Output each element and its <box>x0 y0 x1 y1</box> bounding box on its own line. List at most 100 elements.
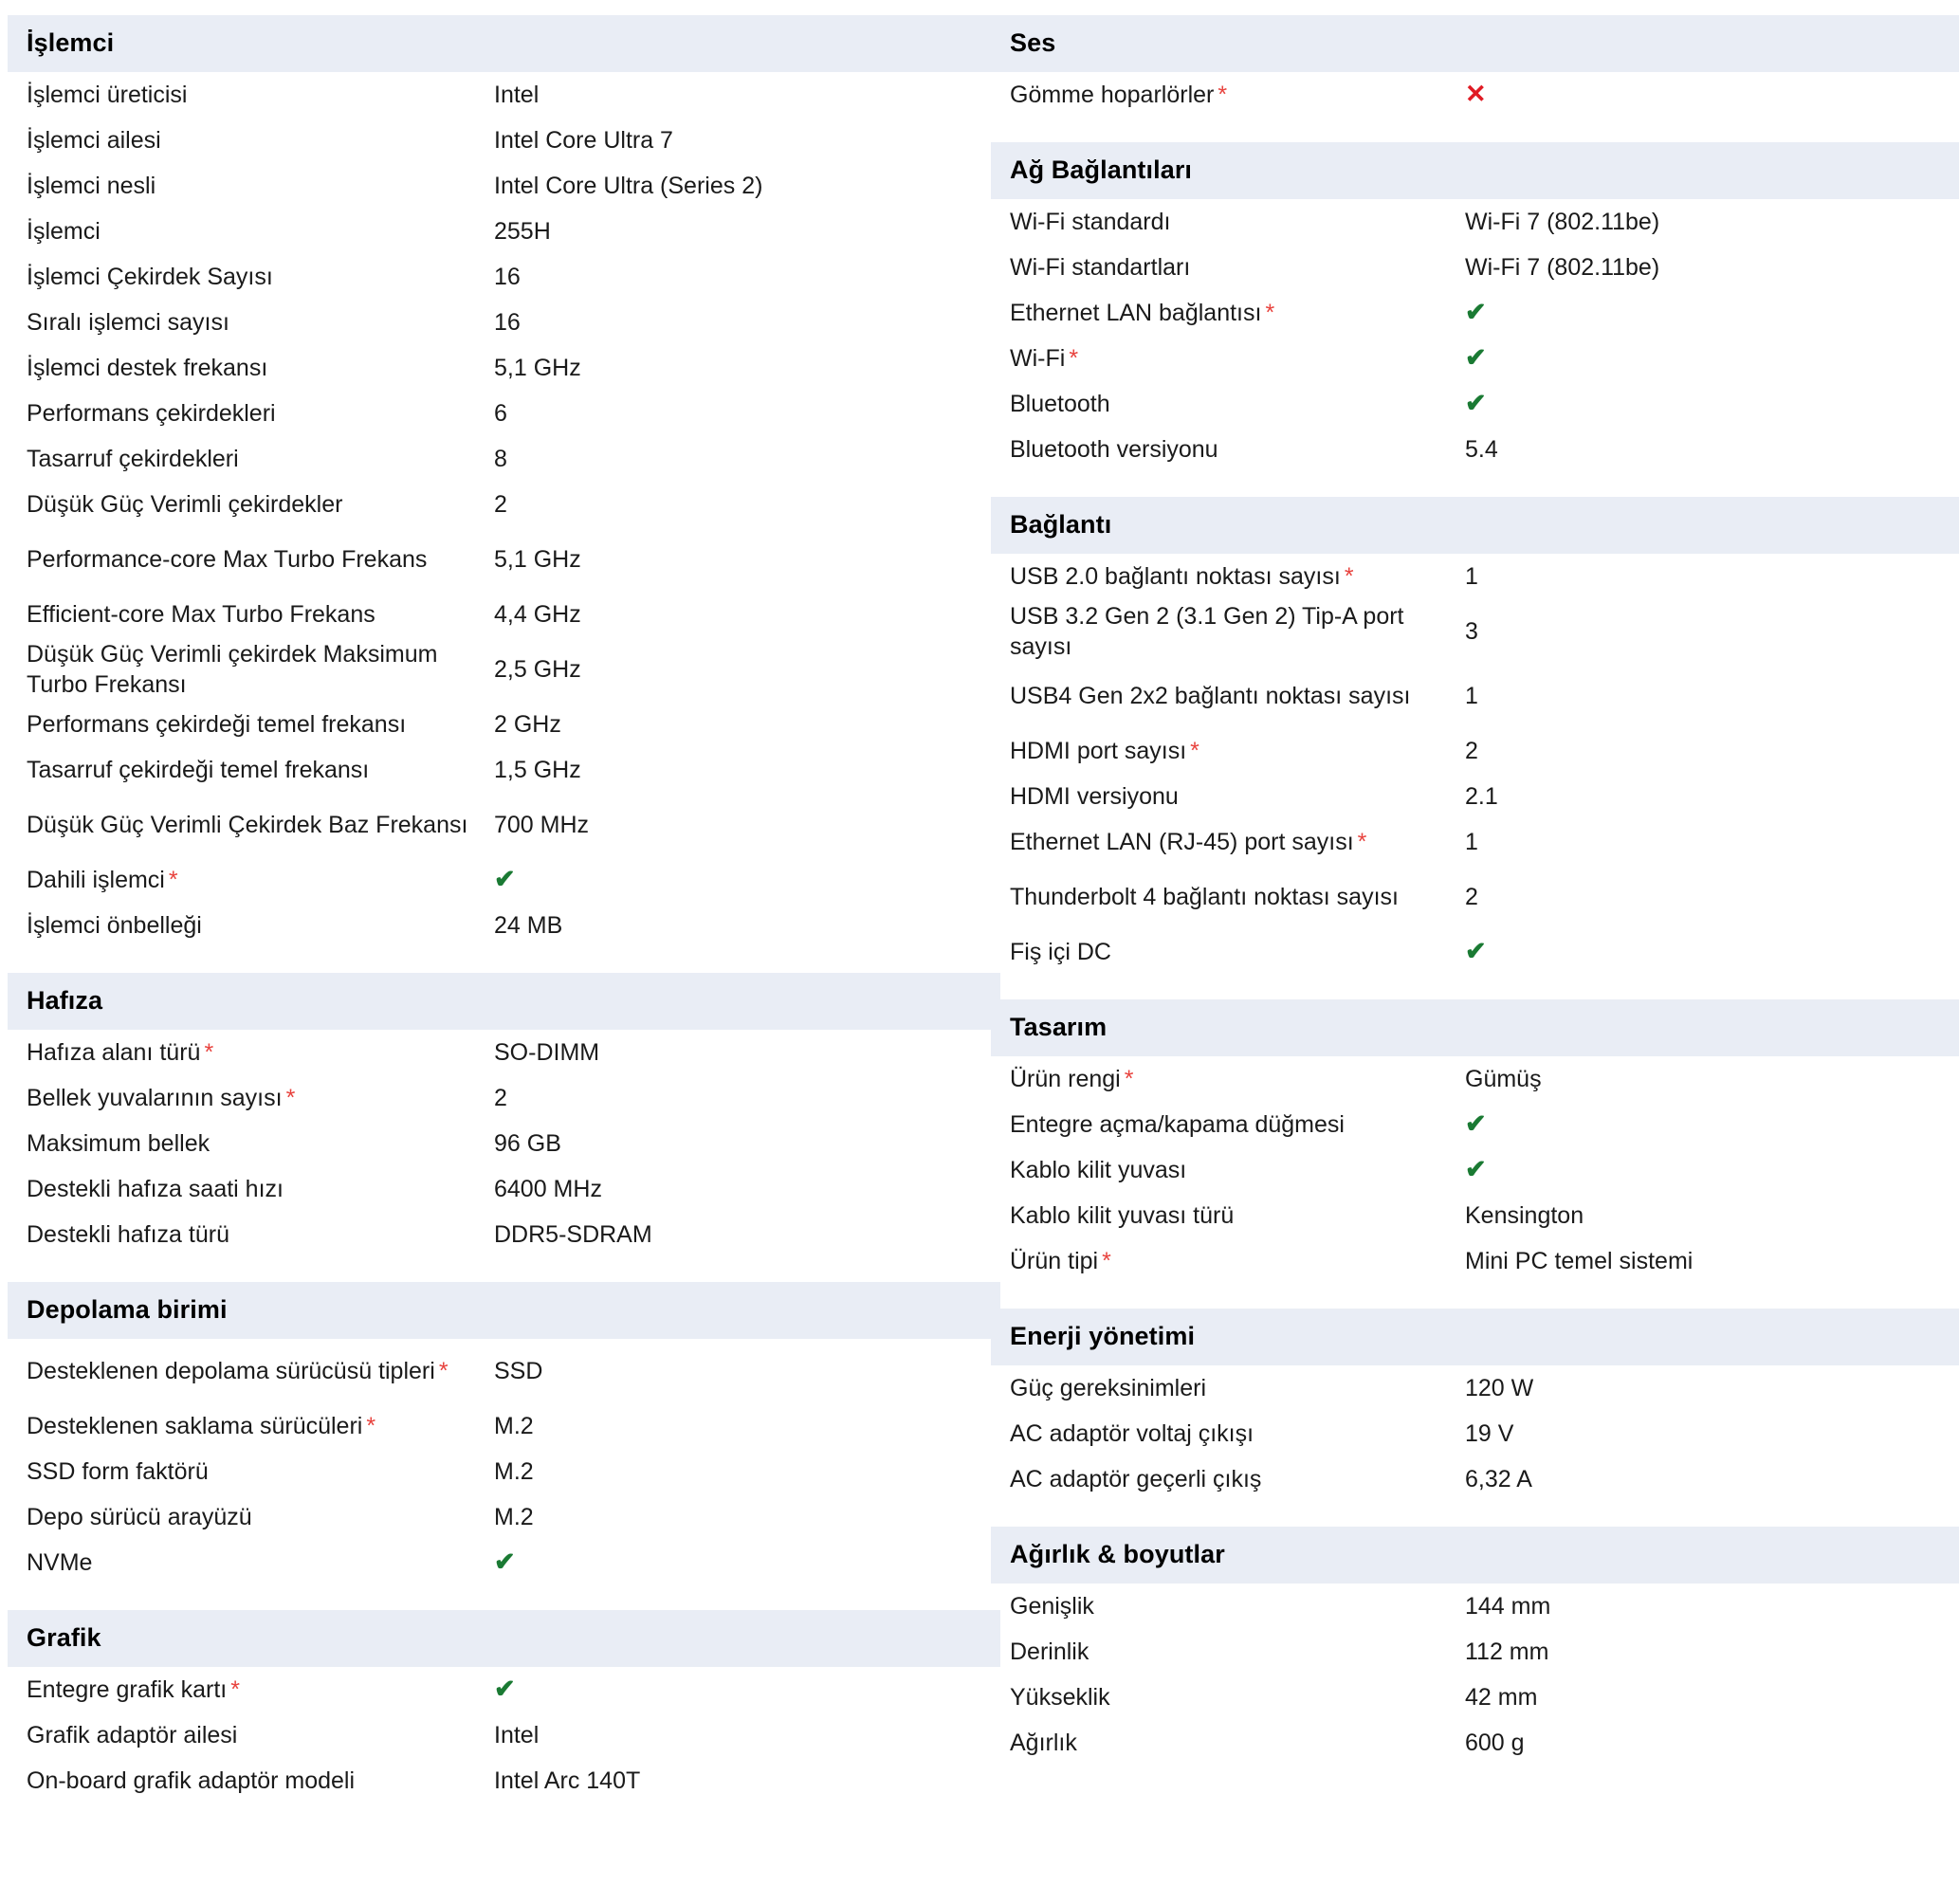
spec-label-ethernet-lan-baglantisi: Ethernet LAN bağlantısı * <box>991 298 1465 328</box>
spec-value-usb-3-2-gen-2-3-1-gen-2-tip-a-port-sayisi: 3 <box>1465 616 1951 647</box>
spec-value-text: 1 <box>1465 683 1478 709</box>
spec-label-text: İşlemci üreticisi <box>27 82 188 108</box>
spec-value-text: 4,4 GHz <box>494 601 581 628</box>
section-rows: USB 2.0 bağlantı noktası sayısı * 1 USB 3.2… <box>991 554 1951 975</box>
spec-value-destekli-hafiza-turu: DDR5-SDRAM <box>494 1219 981 1250</box>
spec-label-text: Düşük Güç Verimli çekirdek Maksimum Turb… <box>27 641 438 698</box>
spec-value-text: 6 <box>494 400 507 427</box>
check-icon: ✔ <box>1465 298 1487 326</box>
spec-value-text: M.2 <box>494 1458 534 1485</box>
spec-value-entegre-grafik-karti: ✔ <box>494 1675 981 1705</box>
spec-label-text: Bluetooth versiyonu <box>1010 436 1218 463</box>
spec-value-text: SO-DIMM <box>494 1039 600 1066</box>
spec-row: Bellek yuvalarının sayısı * 2 <box>8 1075 981 1121</box>
spec-row: Genişlik 144 mm <box>991 1584 1951 1629</box>
check-icon: ✔ <box>1465 937 1487 965</box>
spec-column-left: İşlemci İşlemci üreticisi Intel İşlemci ail… <box>0 15 1000 1904</box>
spec-value-text: 8 <box>494 446 507 472</box>
spec-value-fis-ici-dc: ✔ <box>1465 937 1951 967</box>
spec-label-sirali-islemci-sayisi: Sıralı işlemci sayısı <box>8 307 494 338</box>
section-header-baglanti: Bağlantı <box>991 497 1959 554</box>
spec-value-text: 2.1 <box>1465 783 1498 810</box>
spec-label-urun-rengi: Ürün rengi * <box>991 1064 1465 1094</box>
spec-value-i-slemci-destek-frekansi: 5,1 GHz <box>494 353 981 383</box>
spec-value-wi-fi-standardi: Wi-Fi 7 (802.11be) <box>1465 207 1951 237</box>
spec-row: On-board grafik adaptör modeli Intel Arc … <box>8 1758 981 1803</box>
required-asterisk-icon: * <box>438 1358 449 1384</box>
spec-label-grafik-adaptor-ailesi: Grafik adaptör ailesi <box>8 1720 494 1750</box>
spec-value-ac-adaptor-gecerli-cikis: 6,32 A <box>1465 1464 1951 1494</box>
spec-label-performans-cekirdegi-temel-frekansi: Performans çekirdeği temel frekansı <box>8 709 494 740</box>
spec-row: Maksimum bellek 96 GB <box>8 1121 981 1166</box>
spec-value-derinlik: 112 mm <box>1465 1637 1951 1667</box>
spec-row: Yükseklik 42 mm <box>991 1675 1951 1720</box>
spec-row: HDMI versiyonu 2.1 <box>991 774 1951 819</box>
spec-value-text: Intel <box>494 1722 540 1748</box>
section-rows: İşlemci üreticisi Intel İşlemci ailesi Inte… <box>8 72 981 948</box>
spec-label-i-slemci-ailesi: İşlemci ailesi <box>8 125 494 156</box>
spec-row: USB4 Gen 2x2 bağlantı noktası sayısı 1 <box>991 664 1951 728</box>
spec-label-dusuk-guc-verimli-cekirdek-baz-frekansi: Düşük Güç Verimli Çekirdek Baz Frekansı <box>8 810 494 840</box>
section-header-hafiza: Hafıza <box>8 973 1000 1030</box>
section-header-enerji-yonetimi: Enerji yönetimi <box>991 1309 1959 1365</box>
section-gap <box>8 1257 981 1282</box>
section-rows: Gömme hoparlörler * ✕ <box>991 72 1951 118</box>
spec-value-performance-core-max-turbo-frekans: 5,1 GHz <box>494 544 981 575</box>
spec-value-urun-tipi: Mini PC temel sistemi <box>1465 1246 1951 1276</box>
spec-value-text: Mini PC temel sistemi <box>1465 1248 1694 1274</box>
required-asterisk-icon: * <box>1190 738 1199 764</box>
spec-label-text: İşlemci destek frekansı <box>27 355 268 381</box>
spec-row: HDMI port sayısı * 2 <box>991 728 1951 774</box>
spec-value-yukseklik: 42 mm <box>1465 1682 1951 1712</box>
spec-value-bluetooth-versiyonu: 5.4 <box>1465 434 1951 465</box>
section-rows: Hafıza alanı türü * SO-DIMM Bellek yuvaları… <box>8 1030 981 1257</box>
spec-row: İşlemci önbelleği 24 MB <box>8 903 981 948</box>
spec-value-text: Intel Core Ultra (Series 2) <box>494 173 763 199</box>
spec-row: Dahili işlemci * ✔ <box>8 857 981 903</box>
spec-row: Düşük Güç Verimli çekirdek Maksimum Turb… <box>8 637 981 702</box>
spec-label-text: Wi-Fi standardı <box>1010 209 1171 235</box>
spec-label-text: Efficient-core Max Turbo Frekans <box>27 601 375 628</box>
spec-value-text: Gümüş <box>1465 1066 1542 1092</box>
spec-value-on-board-grafik-adaptor-modeli: Intel Arc 140T <box>494 1766 981 1796</box>
spec-label-wi-fi-standartlari: Wi-Fi standartları <box>991 252 1465 283</box>
spec-value-i-slemci-ailesi: Intel Core Ultra 7 <box>494 125 981 156</box>
spec-label-bellek-yuvalarinin-sayisi: Bellek yuvalarının sayısı * <box>8 1083 494 1113</box>
spec-label-text: Dahili işlemci <box>27 867 165 893</box>
spec-row: Depo sürücü arayüzü M.2 <box>8 1494 981 1540</box>
required-asterisk-icon: * <box>1069 345 1079 372</box>
spec-value-wi-fi: ✔ <box>1465 343 1951 374</box>
spec-label-tasarruf-cekirdegi-temel-frekansi: Tasarruf çekirdeği temel frekansı <box>8 755 494 785</box>
spec-label-i-slemci-onbellegi: İşlemci önbelleği <box>8 910 494 941</box>
section-rows: Ürün rengi * Gümüş Entegre açma/kapama düğm… <box>991 1056 1951 1284</box>
spec-row: Bluetooth ✔ <box>991 381 1951 427</box>
check-icon: ✔ <box>1465 343 1487 372</box>
check-icon: ✔ <box>494 1547 516 1576</box>
spec-value-thunderbolt-4-baglanti-noktasi-sayisi: 2 <box>1465 882 1951 912</box>
required-asterisk-icon: * <box>204 1039 214 1066</box>
spec-row: Kablo kilit yuvası türü Kensington <box>991 1193 1951 1238</box>
spec-row: Düşük Güç Verimli çekirdekler 2 <box>8 482 981 527</box>
spec-value-gomme-hoparlorler: ✕ <box>1465 80 1951 110</box>
spec-label-i-slemci: İşlemci <box>8 216 494 247</box>
spec-value-text: 6,32 A <box>1465 1466 1532 1492</box>
spec-value-text: 6400 MHz <box>494 1176 602 1202</box>
spec-row: NVMe ✔ <box>8 1540 981 1585</box>
spec-row: İşlemci destek frekansı 5,1 GHz <box>8 345 981 391</box>
spec-value-text: Wi-Fi 7 (802.11be) <box>1465 254 1660 281</box>
spec-label-text: Destekli hafıza saati hızı <box>27 1176 284 1202</box>
spec-label-ssd-form-faktoru: SSD form faktörü <box>8 1456 494 1487</box>
spec-value-wi-fi-standartlari: Wi-Fi 7 (802.11be) <box>1465 252 1951 283</box>
spec-value-i-slemci-cekirdek-sayisi: 16 <box>494 262 981 292</box>
spec-label-text: HDMI versiyonu <box>1010 783 1179 810</box>
required-asterisk-icon: * <box>1344 563 1354 590</box>
spec-label-i-slemci-cekirdek-sayisi: İşlemci Çekirdek Sayısı <box>8 262 494 292</box>
spec-row: Düşük Güç Verimli Çekirdek Baz Frekansı 7… <box>8 793 981 857</box>
spec-label-text: Düşük Güç Verimli çekirdekler <box>27 491 343 518</box>
spec-value-text: 2 <box>1465 738 1478 764</box>
spec-row: Kablo kilit yuvası ✔ <box>991 1147 1951 1193</box>
spec-value-text: 16 <box>494 264 521 290</box>
spec-value-text: 19 V <box>1465 1420 1514 1447</box>
section-rows: Genişlik 144 mm Derinlik 112 mm Yükseklik 42 … <box>991 1584 1951 1766</box>
spec-label-wi-fi-standardi: Wi-Fi standardı <box>991 207 1465 237</box>
